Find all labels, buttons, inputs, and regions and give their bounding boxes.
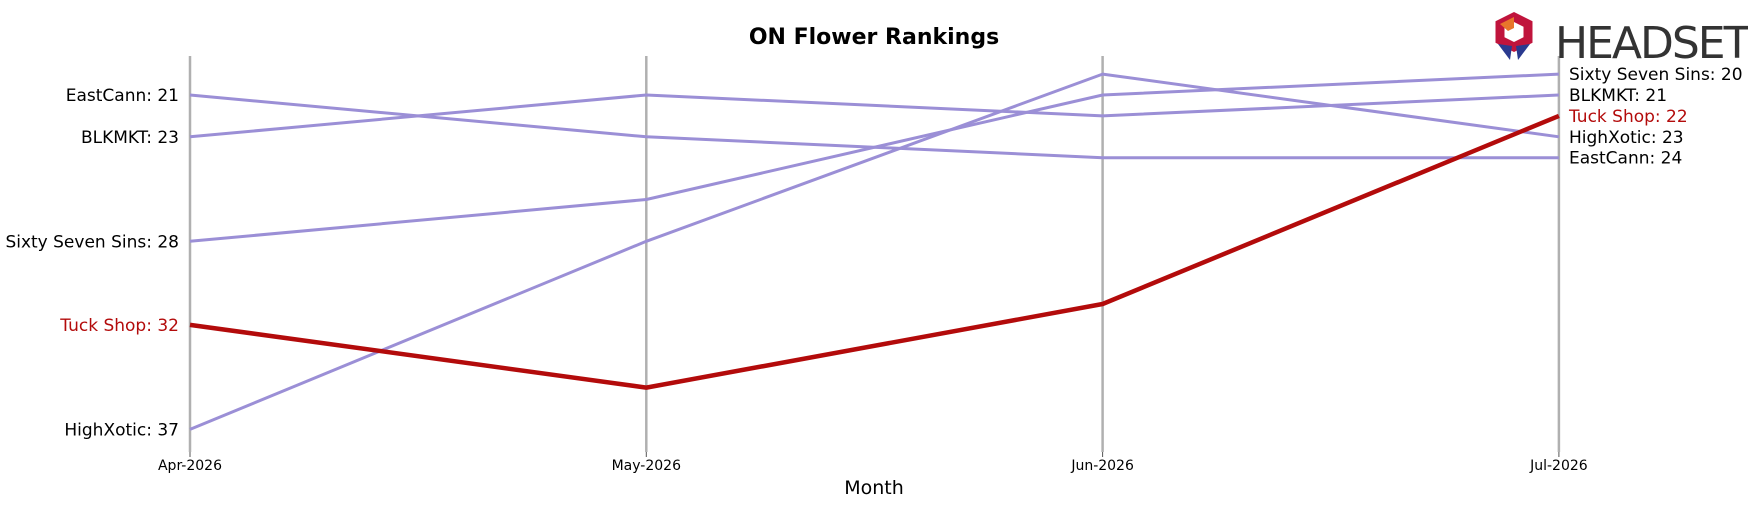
end-label-sixty-seven-sins: Sixty Seven Sins: 20 (1569, 65, 1743, 85)
end-label-tuck-shop: Tuck Shop: 22 (1568, 107, 1688, 127)
start-labels: EastCann: 21 BLKMKT: 23 Sixty Seven Sins: … (5, 86, 179, 440)
series-line-sixty-seven-sins (189, 72, 1559, 243)
start-label-sixty-seven-sins: Sixty Seven Sins: 28 (5, 232, 179, 252)
x-tick-jul-2026: Jul-2026 (1529, 458, 1588, 474)
start-label-eastcann: EastCann: 21 (66, 86, 179, 106)
x-tick-jun-2026: Jun-2026 (1070, 458, 1134, 474)
gridlines (188, 56, 1561, 457)
x-tick-may-2026: May-2026 (612, 458, 681, 474)
series-line-highxotic (189, 72, 1560, 431)
headset-logo: HEADSET (1495, 11, 1748, 69)
logo-text: HEADSET (1555, 18, 1748, 69)
start-label-blkmkt: BLKMKT: 23 (81, 128, 179, 148)
start-label-highxotic: HighXotic: 37 (64, 420, 179, 440)
series-line-tuck-shop (189, 113, 1560, 390)
start-label-tuck-shop: Tuck Shop: 32 (59, 316, 179, 336)
series-line-blkmkt (189, 93, 1559, 139)
series-lines (189, 72, 1560, 431)
x-tick-labels: Apr-2026 May-2026 Jun-2026 Jul-2026 (158, 458, 1588, 474)
end-label-highxotic: HighXotic: 23 (1569, 128, 1684, 148)
end-label-eastcann: EastCann: 24 (1569, 149, 1682, 169)
x-axis-label: Month (844, 477, 904, 499)
x-tick-apr-2026: Apr-2026 (158, 458, 222, 474)
end-label-blkmkt: BLKMKT: 21 (1569, 86, 1667, 106)
headset-logo-icon (1495, 11, 1533, 60)
chart-title: ON Flower Rankings (749, 25, 999, 50)
